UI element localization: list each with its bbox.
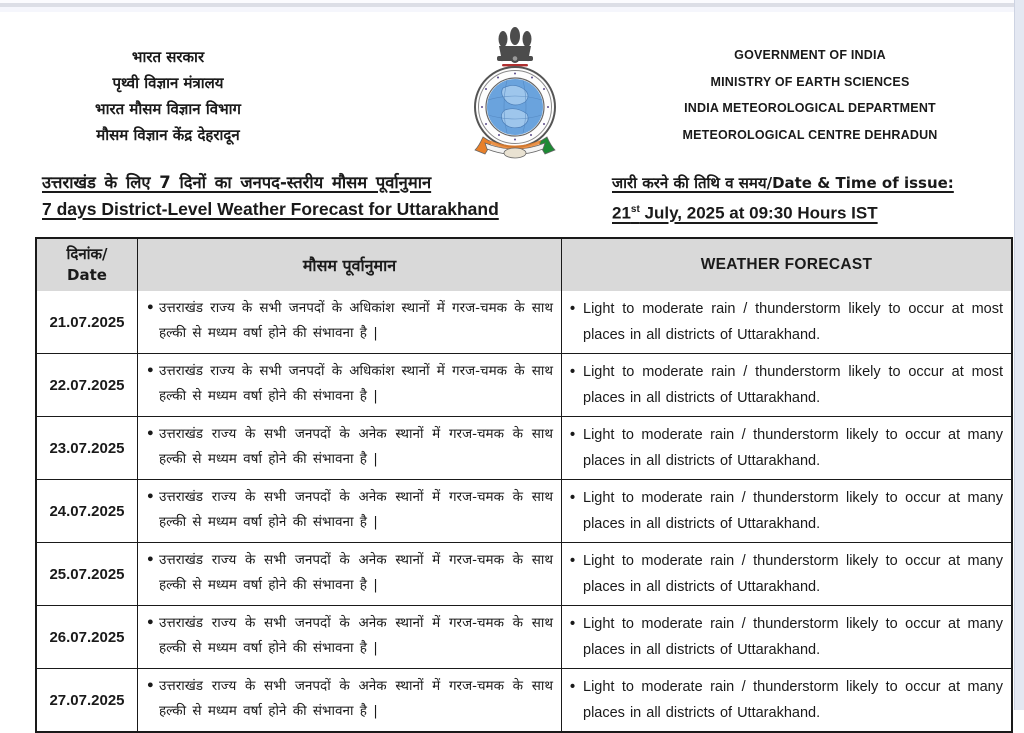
table-row: 25.07.2025 उत्तराखंड राज्य के सभी जनपदों…	[37, 542, 1011, 605]
row-forecast-english: Light to moderate rain / thunderstorm li…	[561, 291, 1011, 353]
header-english-line: GOVERNMENT OF INDIA	[734, 48, 886, 62]
forecast-hindi-text: उत्तराखंड राज्य के सभी जनपदों के अनेक स्…	[146, 485, 553, 535]
col-header-weather-forecast: WEATHER FORECAST	[561, 239, 1011, 291]
col-header-date: दिनांक/ Date	[37, 239, 137, 291]
row-date: 23.07.2025	[49, 439, 125, 457]
forecast-hindi-text: उत्तराखंड राज्य के सभी जनपदों के अधिकांश…	[146, 296, 553, 346]
row-forecast-english: Light to moderate rain / thunderstorm li…	[561, 480, 1011, 542]
forecast-english-text: Light to moderate rain / thunderstorm li…	[570, 296, 1003, 348]
table-row: 26.07.2025 उत्तराखंड राज्य के सभी जनपदों…	[37, 605, 1011, 668]
col-header-hindi-forecast: मौसम पूर्वानुमान	[137, 239, 561, 291]
row-forecast-hindi: उत्तराखंड राज्य के सभी जनपदों के अनेक स्…	[137, 543, 561, 605]
table-row: 27.07.2025 उत्तराखंड राज्य के सभी जनपदों…	[37, 668, 1011, 731]
header-hindi-line: भारत सरकार	[131, 48, 205, 66]
header-english-line: METEOROLOGICAL CENTRE DEHRADUN	[682, 127, 938, 142]
forecast-hindi-text: उत्तराखंड राज्य के सभी जनपदों के अनेक स्…	[146, 674, 553, 724]
viewer-right-edge[interactable]	[1014, 0, 1024, 710]
header-hindi-block: भारत सरकार पृथ्वी विज्ञान मंत्रालय भारत …	[58, 44, 278, 148]
header-english-block: GOVERNMENT OF INDIA MINISTRY OF EARTH SC…	[660, 42, 960, 148]
forecast-table: दिनांक/ Date मौसम पूर्वानुमान WEATHER FO…	[35, 237, 1013, 733]
row-date: 21.07.2025	[49, 313, 125, 331]
row-forecast-english: Light to moderate rain / thunderstorm li…	[561, 417, 1011, 479]
header-english-line: INDIA METEOROLOGICAL DEPARTMENT	[684, 101, 936, 115]
table-row: 22.07.2025 उत्तराखंड राज्य के सभी जनपदों…	[37, 353, 1011, 416]
row-date: 24.07.2025	[49, 502, 125, 520]
row-date: 25.07.2025	[49, 565, 125, 583]
forecast-hindi-text: उत्तराखंड राज्य के सभी जनपदों के अनेक स्…	[146, 422, 553, 472]
forecast-hindi-text: उत्तराखंड राज्य के सभी जनपदों के अधिकांश…	[146, 359, 553, 409]
forecast-english-text: Light to moderate rain / thunderstorm li…	[570, 548, 1003, 600]
forecast-english-text: Light to moderate rain / thunderstorm li…	[570, 674, 1003, 726]
issue-label: जारी करने की तिथि व समय/Date & Time of i…	[612, 174, 954, 192]
row-forecast-hindi: उत्तराखंड राज्य के सभी जनपदों के अधिकांश…	[137, 354, 561, 416]
row-forecast-hindi: उत्तराखंड राज्य के सभी जनपदों के अधिकांश…	[137, 291, 561, 353]
forecast-english-text: Light to moderate rain / thunderstorm li…	[570, 485, 1003, 537]
col-header-date-hindi: दिनांक/	[66, 245, 108, 263]
row-forecast-hindi: उत्तराखंड राज्य के सभी जनपदों के अनेक स्…	[137, 417, 561, 479]
imd-emblem-icon	[474, 27, 556, 159]
imd-emblem-logo	[455, 22, 575, 160]
row-forecast-english: Light to moderate rain / thunderstorm li…	[561, 543, 1011, 605]
issue-ordinal: st	[630, 204, 640, 215]
row-date: 27.07.2025	[49, 691, 125, 709]
row-forecast-hindi: उत्तराखंड राज्य के सभी जनपदों के अनेक स्…	[137, 480, 561, 542]
row-date: 22.07.2025	[49, 376, 125, 394]
table-row: 23.07.2025 उत्तराखंड राज्य के सभी जनपदों…	[37, 416, 1011, 479]
header-english-line: MINISTRY OF EARTH SCIENCES	[710, 74, 910, 89]
issue-day: 21	[612, 203, 631, 223]
row-forecast-hindi: उत्तराखंड राज्य के सभी जनपदों के अनेक स्…	[137, 606, 561, 668]
header-hindi-line: पृथ्वी विज्ञान मंत्रालय	[112, 74, 224, 92]
table-row: 24.07.2025 उत्तराखंड राज्य के सभी जनपदों…	[37, 479, 1011, 542]
forecast-title-hindi: उत्तराखंड के लिए 7 दिनों का जनपद-स्तरीय …	[42, 173, 432, 192]
header-hindi-line: मौसम विज्ञान केंद्र देहरादून	[96, 126, 240, 144]
table-body: 21.07.2025 उत्तराखंड राज्य के सभी जनपदों…	[37, 291, 1011, 731]
forecast-hindi-text: उत्तराखंड राज्य के सभी जनपदों के अनेक स्…	[146, 611, 553, 661]
row-forecast-english: Light to moderate rain / thunderstorm li…	[561, 669, 1011, 731]
col-header-date-english: Date	[67, 266, 107, 284]
forecast-title: उत्तराखंड के लिए 7 दिनों का जनपद-स्तरीय …	[42, 170, 512, 223]
row-forecast-english: Light to moderate rain / thunderstorm li…	[561, 354, 1011, 416]
header-hindi-line: भारत मौसम विज्ञान विभाग	[95, 100, 241, 118]
issue-rest: July, 2025 at 09:30 Hours IST	[639, 203, 878, 223]
forecast-hindi-text: उत्तराखंड राज्य के सभी जनपदों के अनेक स्…	[146, 548, 553, 598]
forecast-english-text: Light to moderate rain / thunderstorm li…	[570, 611, 1003, 663]
table-header-row: दिनांक/ Date मौसम पूर्वानुमान WEATHER FO…	[37, 239, 1011, 291]
row-forecast-hindi: उत्तराखंड राज्य के सभी जनपदों के अनेक स्…	[137, 669, 561, 731]
forecast-english-text: Light to moderate rain / thunderstorm li…	[570, 422, 1003, 474]
forecast-english-text: Light to moderate rain / thunderstorm li…	[570, 359, 1003, 411]
table-row: 21.07.2025 उत्तराखंड राज्य के सभी जनपदों…	[37, 291, 1011, 353]
viewer-top-edge	[0, 0, 1024, 12]
row-date: 26.07.2025	[49, 628, 125, 646]
forecast-title-english: 7 days District-Level Weather Forecast f…	[42, 199, 499, 219]
issue-value: 21st July, 2025 at 09:30 Hours IST	[612, 196, 1012, 227]
issue-datetime: जारी करने की तिथि व समय/Date & Time of i…	[612, 170, 1012, 227]
row-forecast-english: Light to moderate rain / thunderstorm li…	[561, 606, 1011, 668]
